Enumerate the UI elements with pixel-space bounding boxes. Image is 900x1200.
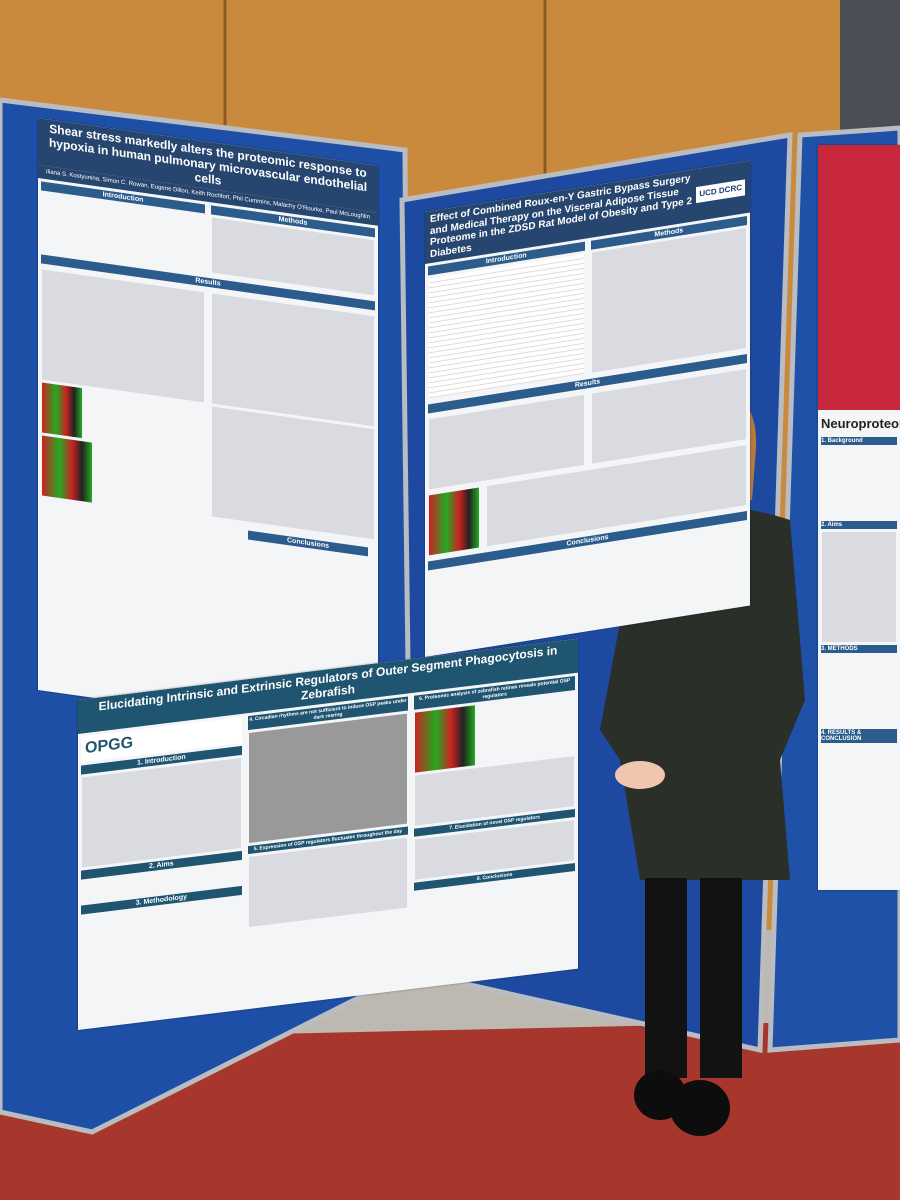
poster-title: Neuroproteomic pr <box>821 416 900 431</box>
poster: Neuroproteomic pr 1. Background 2. Aims … <box>818 145 900 890</box>
figure <box>212 406 374 540</box>
poster: Effect of Combined Roux-en-Y Gastric Byp… <box>425 160 750 657</box>
figure <box>42 269 204 403</box>
section-heading: 2. Aims <box>821 521 897 529</box>
section-heading: 3. METHODS <box>821 645 897 653</box>
figure <box>82 757 241 868</box>
heatmap <box>42 382 82 439</box>
heatmap <box>415 704 476 773</box>
banner <box>818 145 900 410</box>
poster: Elucidating Intrinsic and Extrinsic Regu… <box>78 638 578 1030</box>
body-text <box>429 253 584 399</box>
figure <box>212 293 374 427</box>
window <box>840 0 900 140</box>
logo: UCD DCRC <box>696 179 745 203</box>
heatmap <box>42 435 92 503</box>
poster: Shear stress markedly alters the proteom… <box>38 118 378 738</box>
figure <box>248 713 408 843</box>
body-text <box>822 656 896 726</box>
section-heading: 1. Background <box>821 437 897 445</box>
body-text <box>822 448 896 518</box>
figure <box>822 532 896 642</box>
figure <box>591 228 746 373</box>
section-heading: 4. RESULTS & CONCLUSION <box>821 729 897 743</box>
heatmap <box>429 487 479 556</box>
